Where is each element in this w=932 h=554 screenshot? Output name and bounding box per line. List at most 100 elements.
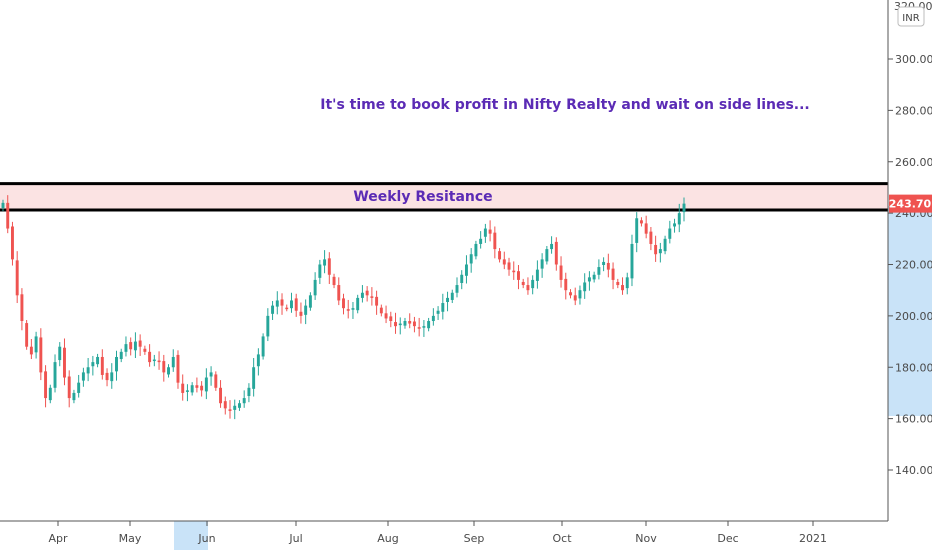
candle-body bbox=[10, 226, 14, 260]
candle-body bbox=[290, 300, 293, 309]
candle-body bbox=[649, 231, 653, 244]
candle-body bbox=[332, 276, 336, 286]
candle-body bbox=[181, 383, 185, 393]
currency-badge[interactable] bbox=[897, 6, 925, 27]
candle-body bbox=[346, 309, 350, 311]
candle bbox=[360, 285, 364, 303]
candle-body bbox=[271, 305, 275, 314]
candle-body bbox=[677, 213, 681, 225]
candle-body bbox=[540, 259, 544, 269]
candle bbox=[621, 277, 624, 295]
candle-body bbox=[233, 405, 237, 410]
candle bbox=[592, 271, 596, 283]
candle-body bbox=[616, 281, 620, 286]
x-tick-label: 2021 bbox=[799, 532, 827, 545]
candle bbox=[507, 257, 511, 276]
candle bbox=[195, 377, 199, 393]
candle bbox=[256, 348, 260, 376]
candle-body bbox=[204, 377, 208, 392]
candle-body bbox=[654, 244, 658, 255]
candle bbox=[167, 364, 170, 378]
candle bbox=[152, 354, 156, 367]
candle-body bbox=[209, 372, 213, 377]
candle bbox=[384, 305, 388, 324]
candle-body bbox=[223, 401, 227, 409]
candle bbox=[91, 355, 95, 376]
candle bbox=[455, 277, 459, 298]
candle bbox=[644, 215, 648, 239]
candle bbox=[535, 260, 539, 289]
candle-body bbox=[129, 342, 133, 350]
candle bbox=[464, 255, 468, 284]
candle bbox=[474, 240, 478, 260]
candle bbox=[86, 358, 90, 382]
candle bbox=[129, 337, 133, 356]
candle-body bbox=[469, 254, 473, 264]
currency-label: INR bbox=[902, 13, 919, 24]
candle bbox=[304, 299, 308, 325]
candle-body bbox=[668, 228, 672, 239]
candle bbox=[157, 351, 161, 370]
candle bbox=[209, 366, 213, 386]
candle bbox=[119, 348, 123, 363]
candle-body bbox=[639, 220, 643, 224]
candle-body bbox=[91, 362, 95, 367]
candle bbox=[526, 277, 530, 295]
candle bbox=[460, 270, 464, 290]
candle-body bbox=[190, 385, 194, 393]
candle bbox=[564, 272, 568, 300]
candle-body bbox=[512, 270, 516, 273]
candle bbox=[488, 220, 492, 242]
candle bbox=[677, 203, 681, 233]
x-tick-label: May bbox=[119, 532, 142, 545]
candle-body bbox=[308, 295, 312, 308]
candle bbox=[517, 265, 520, 290]
candle-body bbox=[521, 281, 525, 286]
candle bbox=[252, 358, 256, 397]
candle-body bbox=[625, 277, 629, 289]
candle bbox=[403, 317, 407, 329]
candle bbox=[308, 292, 312, 311]
candle-body bbox=[554, 241, 558, 265]
candle-body bbox=[474, 243, 478, 257]
candle-body bbox=[44, 371, 48, 399]
candle-body bbox=[464, 264, 468, 276]
candle bbox=[479, 231, 483, 249]
candle-body bbox=[157, 360, 161, 363]
candle-body bbox=[351, 308, 355, 310]
candle bbox=[658, 242, 662, 263]
candle-body bbox=[408, 321, 412, 324]
candle-body bbox=[630, 243, 634, 279]
candle-body bbox=[502, 259, 506, 265]
candle bbox=[171, 349, 175, 372]
candle bbox=[370, 287, 374, 306]
candle-body bbox=[398, 323, 402, 326]
y-tick-label: 300.00 bbox=[895, 53, 932, 66]
candle bbox=[39, 328, 43, 381]
candle-body bbox=[162, 361, 166, 373]
candle bbox=[133, 332, 137, 359]
candle bbox=[237, 400, 241, 411]
candle-body bbox=[195, 385, 199, 388]
candle bbox=[654, 235, 658, 262]
zone-label: Weekly Resitance bbox=[353, 189, 492, 205]
y-axis-highlight bbox=[888, 206, 932, 416]
candle-body bbox=[569, 292, 572, 296]
candle-body bbox=[280, 299, 284, 306]
candle bbox=[219, 380, 223, 408]
candle bbox=[299, 302, 303, 324]
last-price-marker: 243.70 bbox=[889, 194, 932, 213]
candle-body bbox=[460, 274, 464, 283]
candle-body bbox=[488, 229, 492, 234]
candle-body bbox=[611, 268, 615, 280]
y-tick-label: 220.00 bbox=[895, 259, 932, 272]
candle-body bbox=[384, 313, 388, 319]
candle-body bbox=[110, 372, 114, 382]
candle bbox=[365, 286, 369, 302]
candle-body bbox=[597, 267, 601, 275]
candle bbox=[247, 383, 251, 403]
candle-body bbox=[228, 409, 232, 411]
candle-body bbox=[621, 285, 624, 291]
candle-body bbox=[148, 351, 152, 363]
